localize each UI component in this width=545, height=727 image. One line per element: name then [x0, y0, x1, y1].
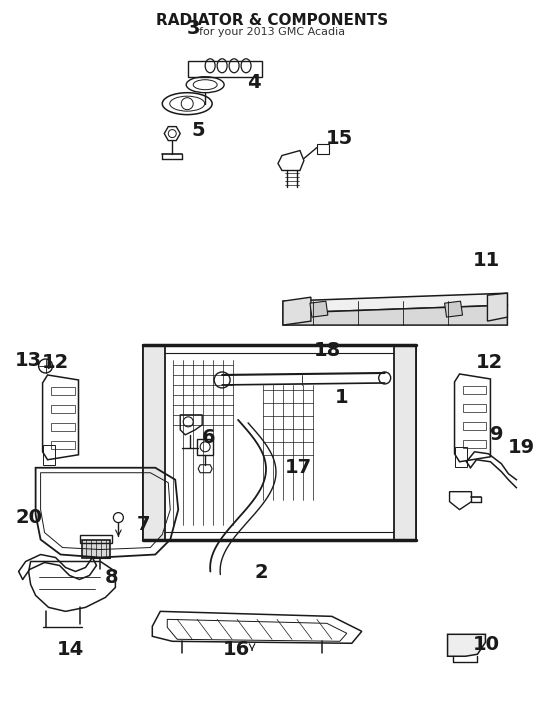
Bar [393, 345, 416, 539]
Text: 9: 9 [489, 425, 503, 444]
Polygon shape [487, 293, 507, 321]
Bar [82, 539, 111, 558]
Bar [463, 422, 487, 430]
Bar [51, 423, 75, 431]
Text: 1: 1 [335, 388, 349, 407]
Text: 11: 11 [473, 251, 500, 270]
Polygon shape [310, 301, 328, 317]
Bar [81, 534, 112, 542]
Bar [317, 143, 329, 153]
Polygon shape [283, 297, 311, 325]
Text: 14: 14 [57, 640, 84, 659]
Text: 19: 19 [508, 438, 535, 457]
Text: 2: 2 [254, 563, 268, 582]
Polygon shape [283, 305, 507, 325]
Text: 10: 10 [473, 635, 500, 654]
Bar [51, 441, 75, 449]
Text: 16: 16 [222, 640, 250, 659]
Bar [51, 387, 75, 395]
Bar [463, 404, 487, 412]
Polygon shape [283, 293, 507, 313]
Text: 20: 20 [15, 508, 42, 527]
Text: 5: 5 [191, 121, 205, 140]
Text: 13: 13 [15, 350, 42, 369]
Text: 12: 12 [476, 353, 503, 371]
Text: 8: 8 [105, 568, 118, 587]
Polygon shape [447, 635, 486, 656]
Text: for your 2013 GMC Acadia: for your 2013 GMC Acadia [199, 27, 346, 37]
Text: 3: 3 [186, 20, 200, 39]
Text: RADIATOR & COMPONENTS: RADIATOR & COMPONENTS [156, 13, 389, 28]
Text: 7: 7 [137, 515, 150, 534]
Bar [51, 405, 75, 413]
Bar [463, 386, 487, 394]
Text: 18: 18 [314, 340, 342, 360]
Bar [463, 440, 487, 448]
Text: 15: 15 [326, 129, 354, 148]
Text: 12: 12 [42, 353, 69, 371]
Polygon shape [445, 301, 463, 317]
Bar [152, 353, 408, 531]
Bar [143, 345, 416, 539]
Text: 6: 6 [201, 428, 215, 447]
Text: 4: 4 [247, 73, 261, 92]
Text: 17: 17 [284, 458, 312, 477]
Bar [143, 345, 165, 539]
